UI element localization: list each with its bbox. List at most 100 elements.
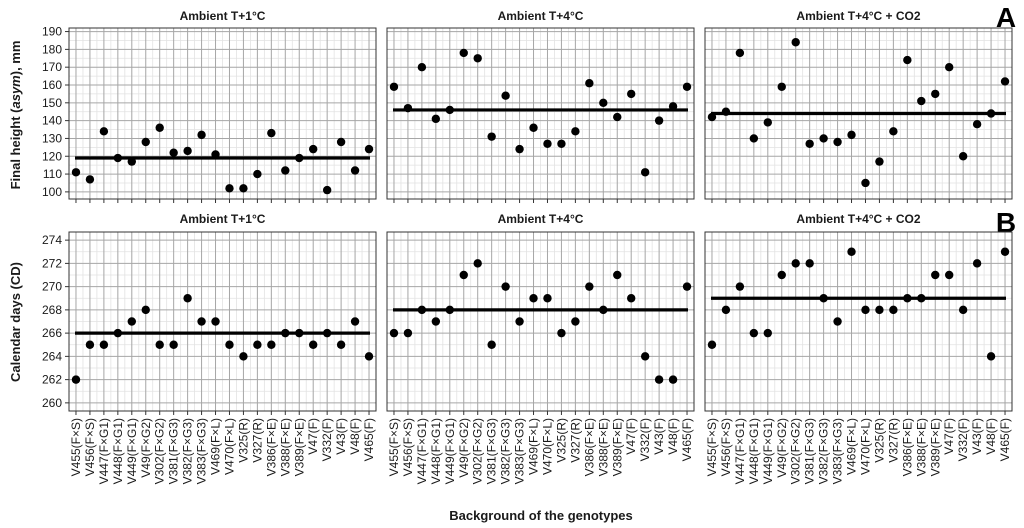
data-point bbox=[654, 375, 664, 384]
data-point bbox=[445, 305, 454, 315]
x-tick-label: V456(F×S) bbox=[719, 418, 733, 476]
panel-title: Ambient T+1°C bbox=[180, 9, 266, 23]
x-tick-label: V448(F×G1) bbox=[747, 418, 761, 484]
data-point bbox=[155, 340, 164, 349]
y-tick-label: 190 bbox=[42, 25, 62, 39]
data-point bbox=[431, 114, 441, 124]
data-point bbox=[958, 305, 968, 315]
data-point bbox=[487, 340, 496, 349]
panel-title: Ambient T+4°C + CO2 bbox=[796, 212, 920, 226]
data-point bbox=[322, 185, 332, 195]
data-point bbox=[295, 153, 304, 163]
y-tick-label: 160 bbox=[42, 78, 62, 92]
x-tick-label: V382(F×G3) bbox=[499, 418, 513, 484]
x-tick-label: V48(F) bbox=[666, 418, 680, 455]
x-axis-label: Background of the genotypes bbox=[449, 508, 632, 523]
x-tick-label: V447(F×G1) bbox=[733, 418, 747, 484]
data-point bbox=[253, 340, 262, 349]
x-tick-label: V332(F) bbox=[320, 418, 334, 461]
data-point bbox=[819, 134, 828, 143]
data-point bbox=[197, 130, 206, 140]
data-point bbox=[309, 144, 318, 154]
data-point bbox=[668, 102, 678, 111]
data-point bbox=[875, 157, 884, 166]
data-point bbox=[668, 375, 678, 384]
data-point bbox=[364, 352, 374, 361]
x-tick-label: V388(F×E) bbox=[596, 418, 610, 476]
data-point bbox=[903, 55, 912, 65]
data-point bbox=[211, 317, 220, 326]
data-point bbox=[735, 48, 745, 58]
x-tick-label: V382(F×G3) bbox=[181, 418, 195, 484]
data-point bbox=[295, 328, 304, 338]
data-point bbox=[141, 137, 150, 147]
data-point bbox=[791, 259, 800, 268]
data-point bbox=[169, 148, 178, 157]
panel-title: Ambient T+4°C bbox=[498, 9, 584, 23]
x-tick-label: V447(F×G1) bbox=[415, 418, 429, 484]
data-point bbox=[515, 144, 524, 154]
data-point bbox=[389, 82, 399, 91]
data-point bbox=[585, 79, 594, 88]
panel-border bbox=[386, 27, 695, 200]
x-tick-label: V325(R) bbox=[554, 418, 568, 463]
x-tick-label: V447(F×G1) bbox=[97, 418, 111, 484]
data-point bbox=[99, 340, 109, 349]
data-point bbox=[763, 118, 772, 127]
data-point bbox=[875, 305, 884, 315]
x-tick-label: V456(F×S) bbox=[401, 418, 415, 476]
panel-a-1: Ambient T+1°C 100 110 120 130 140 150 160 170 180… bbox=[42, 9, 377, 203]
data-point bbox=[253, 169, 262, 179]
x-tick-label: V47(F) bbox=[942, 418, 956, 455]
data-point bbox=[364, 144, 374, 154]
panel-border bbox=[68, 27, 377, 200]
y-tick-label: 170 bbox=[42, 60, 62, 74]
data-point bbox=[543, 294, 552, 303]
x-tick-label: V383(F×G3) bbox=[195, 418, 209, 484]
x-tick-label: V332(F) bbox=[638, 418, 652, 461]
data-point bbox=[707, 112, 717, 122]
x-tick-label: V386(F×E) bbox=[900, 418, 914, 476]
data-point bbox=[682, 82, 692, 91]
x-tick-label: V381(F×G3) bbox=[167, 418, 181, 484]
x-tick-label: V302(F×G2) bbox=[789, 418, 803, 484]
x-tick-label: V327(R) bbox=[886, 418, 900, 463]
y-tick-label: 272 bbox=[42, 256, 62, 270]
data-point bbox=[529, 294, 538, 303]
x-tick-label: V469(F×L) bbox=[527, 418, 541, 475]
data-point bbox=[417, 305, 427, 315]
data-point bbox=[557, 328, 566, 338]
data-point bbox=[861, 305, 870, 315]
data-point bbox=[183, 294, 192, 303]
x-tick-label: V465(F) bbox=[680, 418, 694, 461]
x-tick-label: V302(F×G2) bbox=[471, 418, 485, 484]
data-point bbox=[735, 282, 745, 291]
data-point bbox=[613, 112, 622, 122]
data-point bbox=[627, 294, 636, 303]
x-tick-label: V49(F×G2) bbox=[457, 418, 471, 478]
panel-title: Ambient T+4°C bbox=[498, 212, 584, 226]
data-point bbox=[239, 352, 248, 361]
x-tick-label: V455(F×S) bbox=[705, 418, 719, 476]
panel-border bbox=[68, 231, 377, 412]
x-tick-label: V449(F×G1) bbox=[443, 418, 457, 484]
data-point bbox=[350, 317, 360, 326]
data-point bbox=[599, 305, 608, 315]
data-point bbox=[267, 128, 276, 138]
x-tick-label: V381(F×G3) bbox=[485, 418, 499, 484]
data-point bbox=[986, 109, 996, 118]
y-tick-label: 100 bbox=[42, 185, 62, 199]
data-point bbox=[350, 166, 360, 175]
x-tick-label: V389(F×E) bbox=[610, 418, 624, 476]
y-tick-label: 262 bbox=[42, 373, 62, 387]
panel-tag-a: A bbox=[996, 2, 1016, 33]
data-point bbox=[183, 146, 192, 156]
data-point bbox=[889, 305, 898, 315]
data-point bbox=[958, 152, 968, 161]
data-point bbox=[640, 352, 650, 361]
y-tick-label: 140 bbox=[42, 114, 62, 128]
data-point bbox=[1000, 247, 1010, 256]
data-point bbox=[309, 340, 318, 349]
data-point bbox=[197, 317, 206, 326]
data-point bbox=[682, 282, 692, 291]
